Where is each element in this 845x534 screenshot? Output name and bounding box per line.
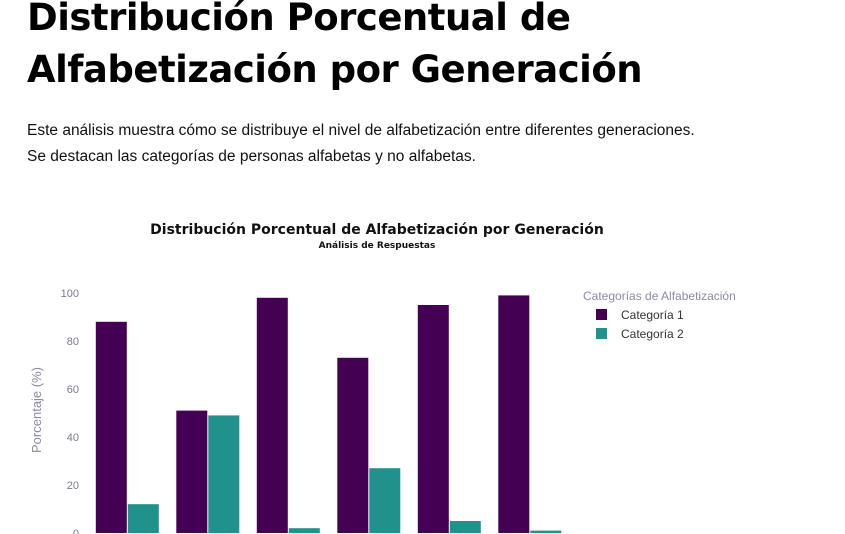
bar-categor-a-2-5: [449, 521, 481, 533]
bar-categor-a-1-5: [417, 305, 449, 533]
y-tick-label: 20: [67, 480, 79, 492]
y-tick-label: 40: [67, 432, 79, 444]
bar-categor-a-2-6: [530, 530, 562, 533]
y-tick-label: 100: [61, 288, 79, 300]
chart-subtitle: Análisis de Respuestas: [319, 241, 436, 251]
y-tick-label: 60: [67, 384, 79, 396]
bar-categor-a-1-4: [337, 357, 369, 533]
chart-title: Distribución Porcentual de Alfabetizació…: [150, 222, 604, 238]
bar-categor-a-1-2: [176, 410, 208, 533]
legend: Categoría 1 Categoría 2: [596, 308, 684, 341]
bar-categor-a-2-1: [127, 504, 159, 533]
bar-categor-a-1-6: [498, 295, 530, 533]
legend-swatch: [596, 309, 607, 320]
y-tick-label: 80: [67, 336, 79, 348]
legend-swatch: [596, 328, 607, 339]
y-axis-label: Porcentaje (%): [29, 367, 44, 453]
legend-title: Categorías de Alfabetización: [583, 289, 736, 303]
bar-categor-a-2-2: [208, 415, 240, 533]
legend-label[interactable]: Categoría 2: [621, 327, 684, 341]
legend-label[interactable]: Categoría 1: [621, 308, 684, 322]
bar-categor-a-1-1: [95, 321, 127, 533]
y-axis-ticks: 0 20 40 60 80 100: [61, 288, 79, 534]
bar-categor-a-2-4: [369, 468, 401, 533]
bars: [95, 295, 562, 533]
y-tick-label: 0: [73, 528, 79, 534]
intro-paragraph: Este análisis muestra cómo se distribuye…: [27, 122, 695, 165]
bar-categor-a-2-3: [288, 528, 320, 533]
bar-categor-a-1-3: [256, 297, 288, 533]
page-title: Distribución Porcentual de Alfabetizació…: [27, 0, 643, 91]
